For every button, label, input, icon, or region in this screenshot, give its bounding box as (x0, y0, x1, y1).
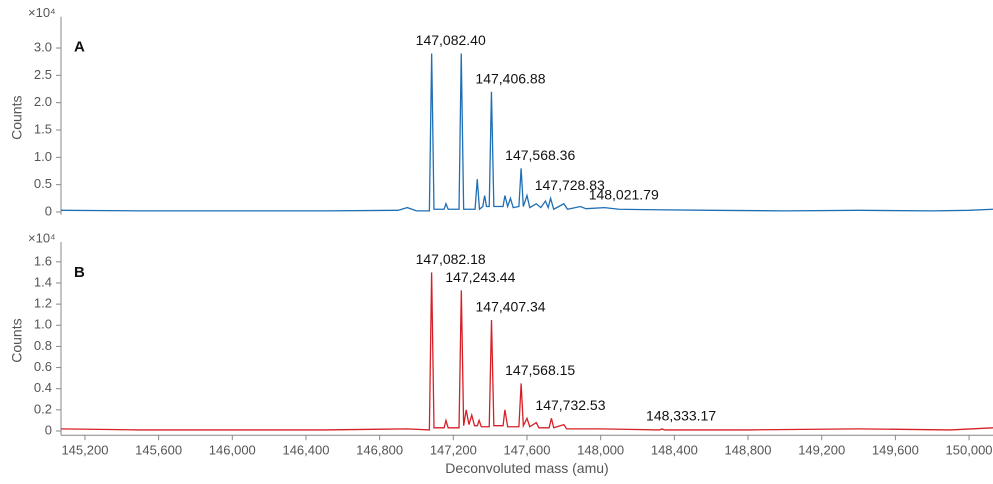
y-tick-label: 1.2 (34, 296, 52, 311)
peak-label: 147,728.83 (535, 177, 605, 193)
peak-label: 147,568.36 (505, 147, 575, 163)
x-tick-label: 149,200 (798, 443, 845, 458)
x-axis-label: Deconvoluted mass (amu) (445, 460, 608, 476)
peak-label: 148,021.79 (589, 186, 659, 202)
peak-label: 147,407.34 (476, 299, 546, 315)
peak-label: 147,406.88 (475, 70, 545, 86)
y-axis-label: Counts (9, 96, 25, 140)
x-tick-label: 148,000 (577, 443, 624, 458)
y-tick-label: 0 (45, 203, 52, 218)
y-tick-label: 2.5 (34, 67, 52, 82)
spectrum-line (60, 53, 993, 212)
x-tick-label: 145,600 (135, 443, 182, 458)
x-tick-label: 147,600 (504, 443, 551, 458)
y-tick-label: 1.0 (34, 149, 52, 164)
y-tick-label: 1.0 (34, 317, 52, 332)
peak-label: 147,732.53 (535, 397, 605, 413)
x-tick-label: 146,000 (209, 443, 256, 458)
y-tick-label: 1.6 (34, 253, 52, 268)
y-tick-label: 0.4 (34, 380, 52, 395)
y-tick-label: 0 (45, 422, 52, 437)
peak-label: 147,568.15 (505, 362, 575, 378)
y-tick-label: 2.0 (34, 94, 52, 109)
peak-label: 147,082.18 (416, 251, 486, 267)
peak-label: 147,243.44 (445, 269, 515, 285)
multiplier: ×10⁴ (28, 5, 56, 20)
y-tick-label: 1.4 (34, 274, 52, 289)
y-axis-label: Counts (9, 318, 25, 362)
multiplier: ×10⁴ (28, 230, 56, 245)
y-tick-label: 0.5 (34, 176, 52, 191)
x-tick-label: 148,400 (651, 443, 698, 458)
y-tick-label: 3.0 (34, 39, 52, 54)
x-tick-label: 150,000 (946, 443, 993, 458)
peak-label: 148,333.17 (646, 408, 716, 424)
y-tick-label: 0.6 (34, 359, 52, 374)
x-tick-label: 147,200 (430, 443, 477, 458)
x-tick-label: 145,200 (61, 443, 108, 458)
panel-label: B (74, 264, 85, 281)
y-tick-label: 1.5 (34, 121, 52, 136)
x-tick-label: 148,800 (725, 443, 772, 458)
y-tick-label: 0.2 (34, 401, 52, 416)
x-tick-label: 146,400 (282, 443, 329, 458)
x-tick-label: 149,600 (872, 443, 919, 458)
panel-label: A (74, 39, 85, 56)
y-tick-label: 0.8 (34, 338, 52, 353)
x-tick-label: 146,800 (356, 443, 403, 458)
peak-label: 147,082.40 (416, 32, 486, 48)
spectrum-line (60, 272, 993, 431)
